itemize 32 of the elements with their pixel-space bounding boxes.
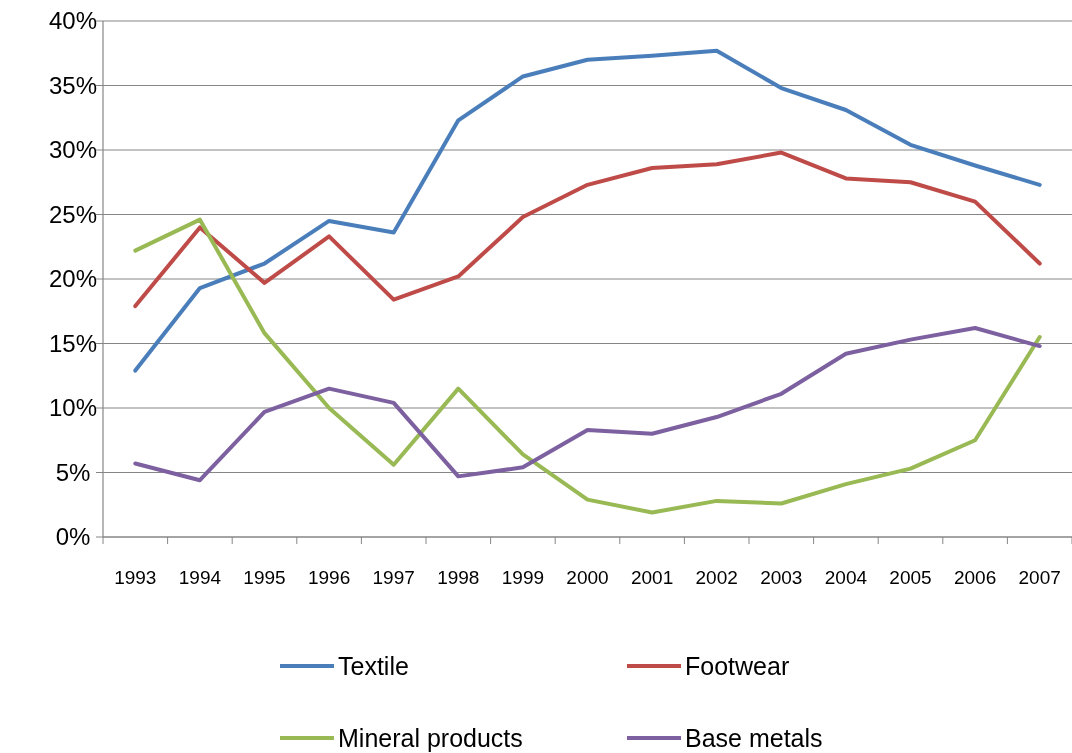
legend-label: Textile xyxy=(338,652,409,680)
x-tick-label: 1999 xyxy=(501,567,545,588)
line-series xyxy=(133,326,1042,483)
x-tick-label: 2004 xyxy=(824,567,868,588)
legend-label: Mineral products xyxy=(338,724,523,752)
legend-label: Base metals xyxy=(685,724,823,752)
y-tick-label: 20% xyxy=(48,265,98,292)
y-tick-label: 15% xyxy=(48,329,98,357)
x-tick-label: 2002 xyxy=(695,567,738,588)
x-tick-label: 2003 xyxy=(760,567,803,588)
x-tick-label: 1993 xyxy=(114,567,157,588)
y-tick-label: 25% xyxy=(48,200,98,228)
line-series xyxy=(133,150,1042,309)
y-tick-label: 30% xyxy=(48,136,98,163)
x-tick-label: 1998 xyxy=(437,567,480,588)
x-tick-label: 2007 xyxy=(1018,567,1061,588)
x-tick-label: 1996 xyxy=(307,567,351,588)
y-tick-label: 10% xyxy=(48,394,98,421)
x-tick-label: 1995 xyxy=(243,567,286,588)
legend-label: Footwear xyxy=(685,652,790,680)
line-series xyxy=(133,217,1042,515)
x-tick-label: 1994 xyxy=(178,567,222,588)
x-tick-label: 2001 xyxy=(630,567,674,588)
x-tick-label: 2000 xyxy=(566,567,609,588)
y-tick-label: 5% xyxy=(55,458,91,486)
x-tick-label: 2005 xyxy=(889,567,932,588)
y-tick-label: 35% xyxy=(48,71,98,99)
x-tick-label: 1997 xyxy=(372,567,415,588)
line-series xyxy=(133,48,1042,373)
y-tick-label: 0% xyxy=(55,523,91,550)
y-tick-label: 40% xyxy=(48,7,98,34)
x-tick-label: 2006 xyxy=(953,567,997,588)
